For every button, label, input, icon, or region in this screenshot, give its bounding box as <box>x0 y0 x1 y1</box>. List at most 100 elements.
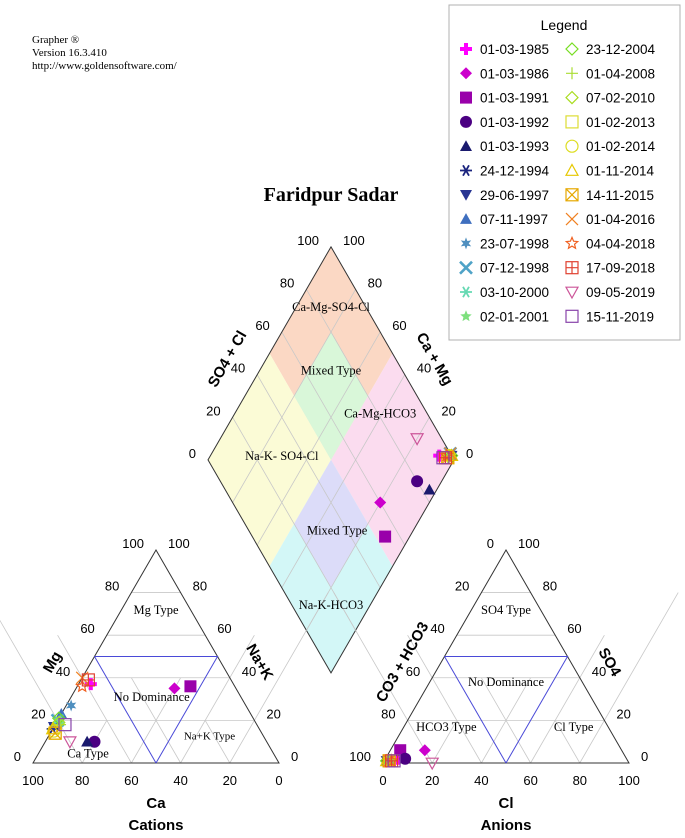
marker-shape <box>564 235 580 250</box>
marker-shape <box>55 708 68 719</box>
marker-shape <box>460 115 472 128</box>
zone-mixed-lower <box>331 459 368 588</box>
cation-zone-nak-type: Na+K Type <box>184 731 235 743</box>
cation-point <box>81 735 94 747</box>
anion-gridline <box>481 677 531 764</box>
marker-shape <box>564 163 580 176</box>
cation-zone-line <box>94 655 219 764</box>
anion-zone-hco3-type: HCO3 Type <box>416 720 477 734</box>
marker-shape <box>62 736 77 749</box>
anion-left-tick: 20 <box>455 579 469 594</box>
marker-shape <box>411 475 424 488</box>
legend-label: 07-02-2010 <box>586 91 655 106</box>
cation-right-tick: 20 <box>266 706 280 721</box>
legend-label: 01-03-1993 <box>480 139 549 154</box>
diamond-zone-mixed-upper: Mixed Type <box>301 364 362 378</box>
anion-right-tick: 0 <box>641 749 648 764</box>
legend-label: 01-03-1992 <box>480 115 549 130</box>
anion-gridline <box>554 720 581 764</box>
diamond-left-tick: 80 <box>280 275 294 290</box>
cation-bottom-axis-title: Ca <box>146 795 166 812</box>
marker-shape <box>399 752 412 765</box>
legend-marker <box>564 163 580 176</box>
cation-bottom-tick: 0 <box>275 773 282 788</box>
diamond-gridline <box>306 289 430 503</box>
diamond-frame <box>207 245 455 674</box>
diamond-point <box>411 475 424 488</box>
legend-label: 01-02-2014 <box>586 139 656 154</box>
cation-left-tick: 60 <box>80 621 94 636</box>
cation-triangle-label: Cations <box>128 817 183 834</box>
legend-marker <box>460 237 472 250</box>
zone-mixed-lower-b <box>294 459 331 588</box>
cation-bottom-tick: 100 <box>22 773 44 788</box>
legend-marker <box>460 115 472 128</box>
marker-shape <box>418 744 431 757</box>
cation-point <box>81 673 95 687</box>
anion-bottom-tick: 20 <box>425 773 439 788</box>
diamond-zone-ca-mg-so4-cl: Ca-Mg-SO4-Cl <box>292 300 370 314</box>
marker-shape <box>565 309 579 323</box>
diamond-left-tick: 40 <box>231 361 245 376</box>
anion-bottom-tick: 0 <box>379 773 386 788</box>
anion-zone-line <box>444 656 507 764</box>
legend-marker <box>460 286 472 298</box>
anion-left-tick: 100 <box>349 749 371 764</box>
chart-title: Faridpur Sadar <box>264 184 399 206</box>
legend-label: 07-12-1998 <box>480 261 549 276</box>
legend-label: 09-05-2019 <box>586 285 655 300</box>
diamond-point <box>436 451 450 465</box>
marker-shape <box>460 310 472 322</box>
marker-shape <box>460 190 472 201</box>
legend-marker <box>566 67 578 80</box>
cation-point <box>62 736 77 749</box>
legend-label: 24-12-1994 <box>480 164 550 179</box>
legend-marker <box>460 140 472 151</box>
anion-zone-no-dominance: No Dominance <box>468 675 544 689</box>
legend-label: 01-02-2013 <box>586 115 655 130</box>
cation-zone-no-dominance: No Dominance <box>114 690 190 704</box>
app-credit: Grapher ® Version 16.3.410 http://www.go… <box>32 34 178 72</box>
zone-boundaries <box>94 655 569 764</box>
marker-shape <box>565 139 579 153</box>
legend-label: 29-06-1997 <box>480 188 549 203</box>
marker-shape <box>460 43 472 55</box>
diamond-point <box>423 483 436 495</box>
diamond-right-tick: 20 <box>441 403 455 418</box>
legend-marker <box>460 310 472 322</box>
legend-label: 23-12-2004 <box>586 42 656 57</box>
diamond-left-tick: 100 <box>297 233 319 248</box>
anion-left-tick: 80 <box>381 706 395 721</box>
legend-marker <box>564 235 580 250</box>
diamond-left-tick: 0 <box>189 446 196 461</box>
anion-point <box>387 754 401 768</box>
legend-label: 15-11-2019 <box>586 309 654 324</box>
cation-gridline <box>180 634 255 764</box>
diamond-zone-na-k-hco3: Na-K-HCO3 <box>299 598 364 612</box>
legend-marker <box>564 286 580 300</box>
cation-point <box>84 678 97 691</box>
zone-mixed-upper <box>294 332 331 460</box>
cation-gridline <box>0 619 83 764</box>
legend-marker <box>565 90 579 105</box>
legend-label: 01-11-2014 <box>586 164 655 179</box>
marker-shape <box>460 91 472 104</box>
anion-point <box>399 752 412 765</box>
diamond-right-tick: 0 <box>466 446 473 461</box>
legend-label: 01-04-2008 <box>586 66 655 81</box>
legend: Legend 01-03-1985 01-03-1986 01-03-1991 01-… <box>448 4 681 341</box>
marker-shape <box>423 483 436 495</box>
cation-gridline <box>131 677 181 764</box>
marker-shape <box>566 261 578 274</box>
diamond-point <box>410 433 425 446</box>
anion-left-tick: 40 <box>430 621 444 636</box>
anion-right-tick: 80 <box>543 579 557 594</box>
marker-shape <box>460 67 472 80</box>
anion-zone-so4-type: SO4 Type <box>481 603 531 617</box>
cation-right-tick: 100 <box>168 536 190 551</box>
marker-shape <box>425 757 440 771</box>
cation-gridline <box>57 634 132 764</box>
marker-shape <box>387 754 401 768</box>
anion-right-tick: 20 <box>616 706 630 721</box>
